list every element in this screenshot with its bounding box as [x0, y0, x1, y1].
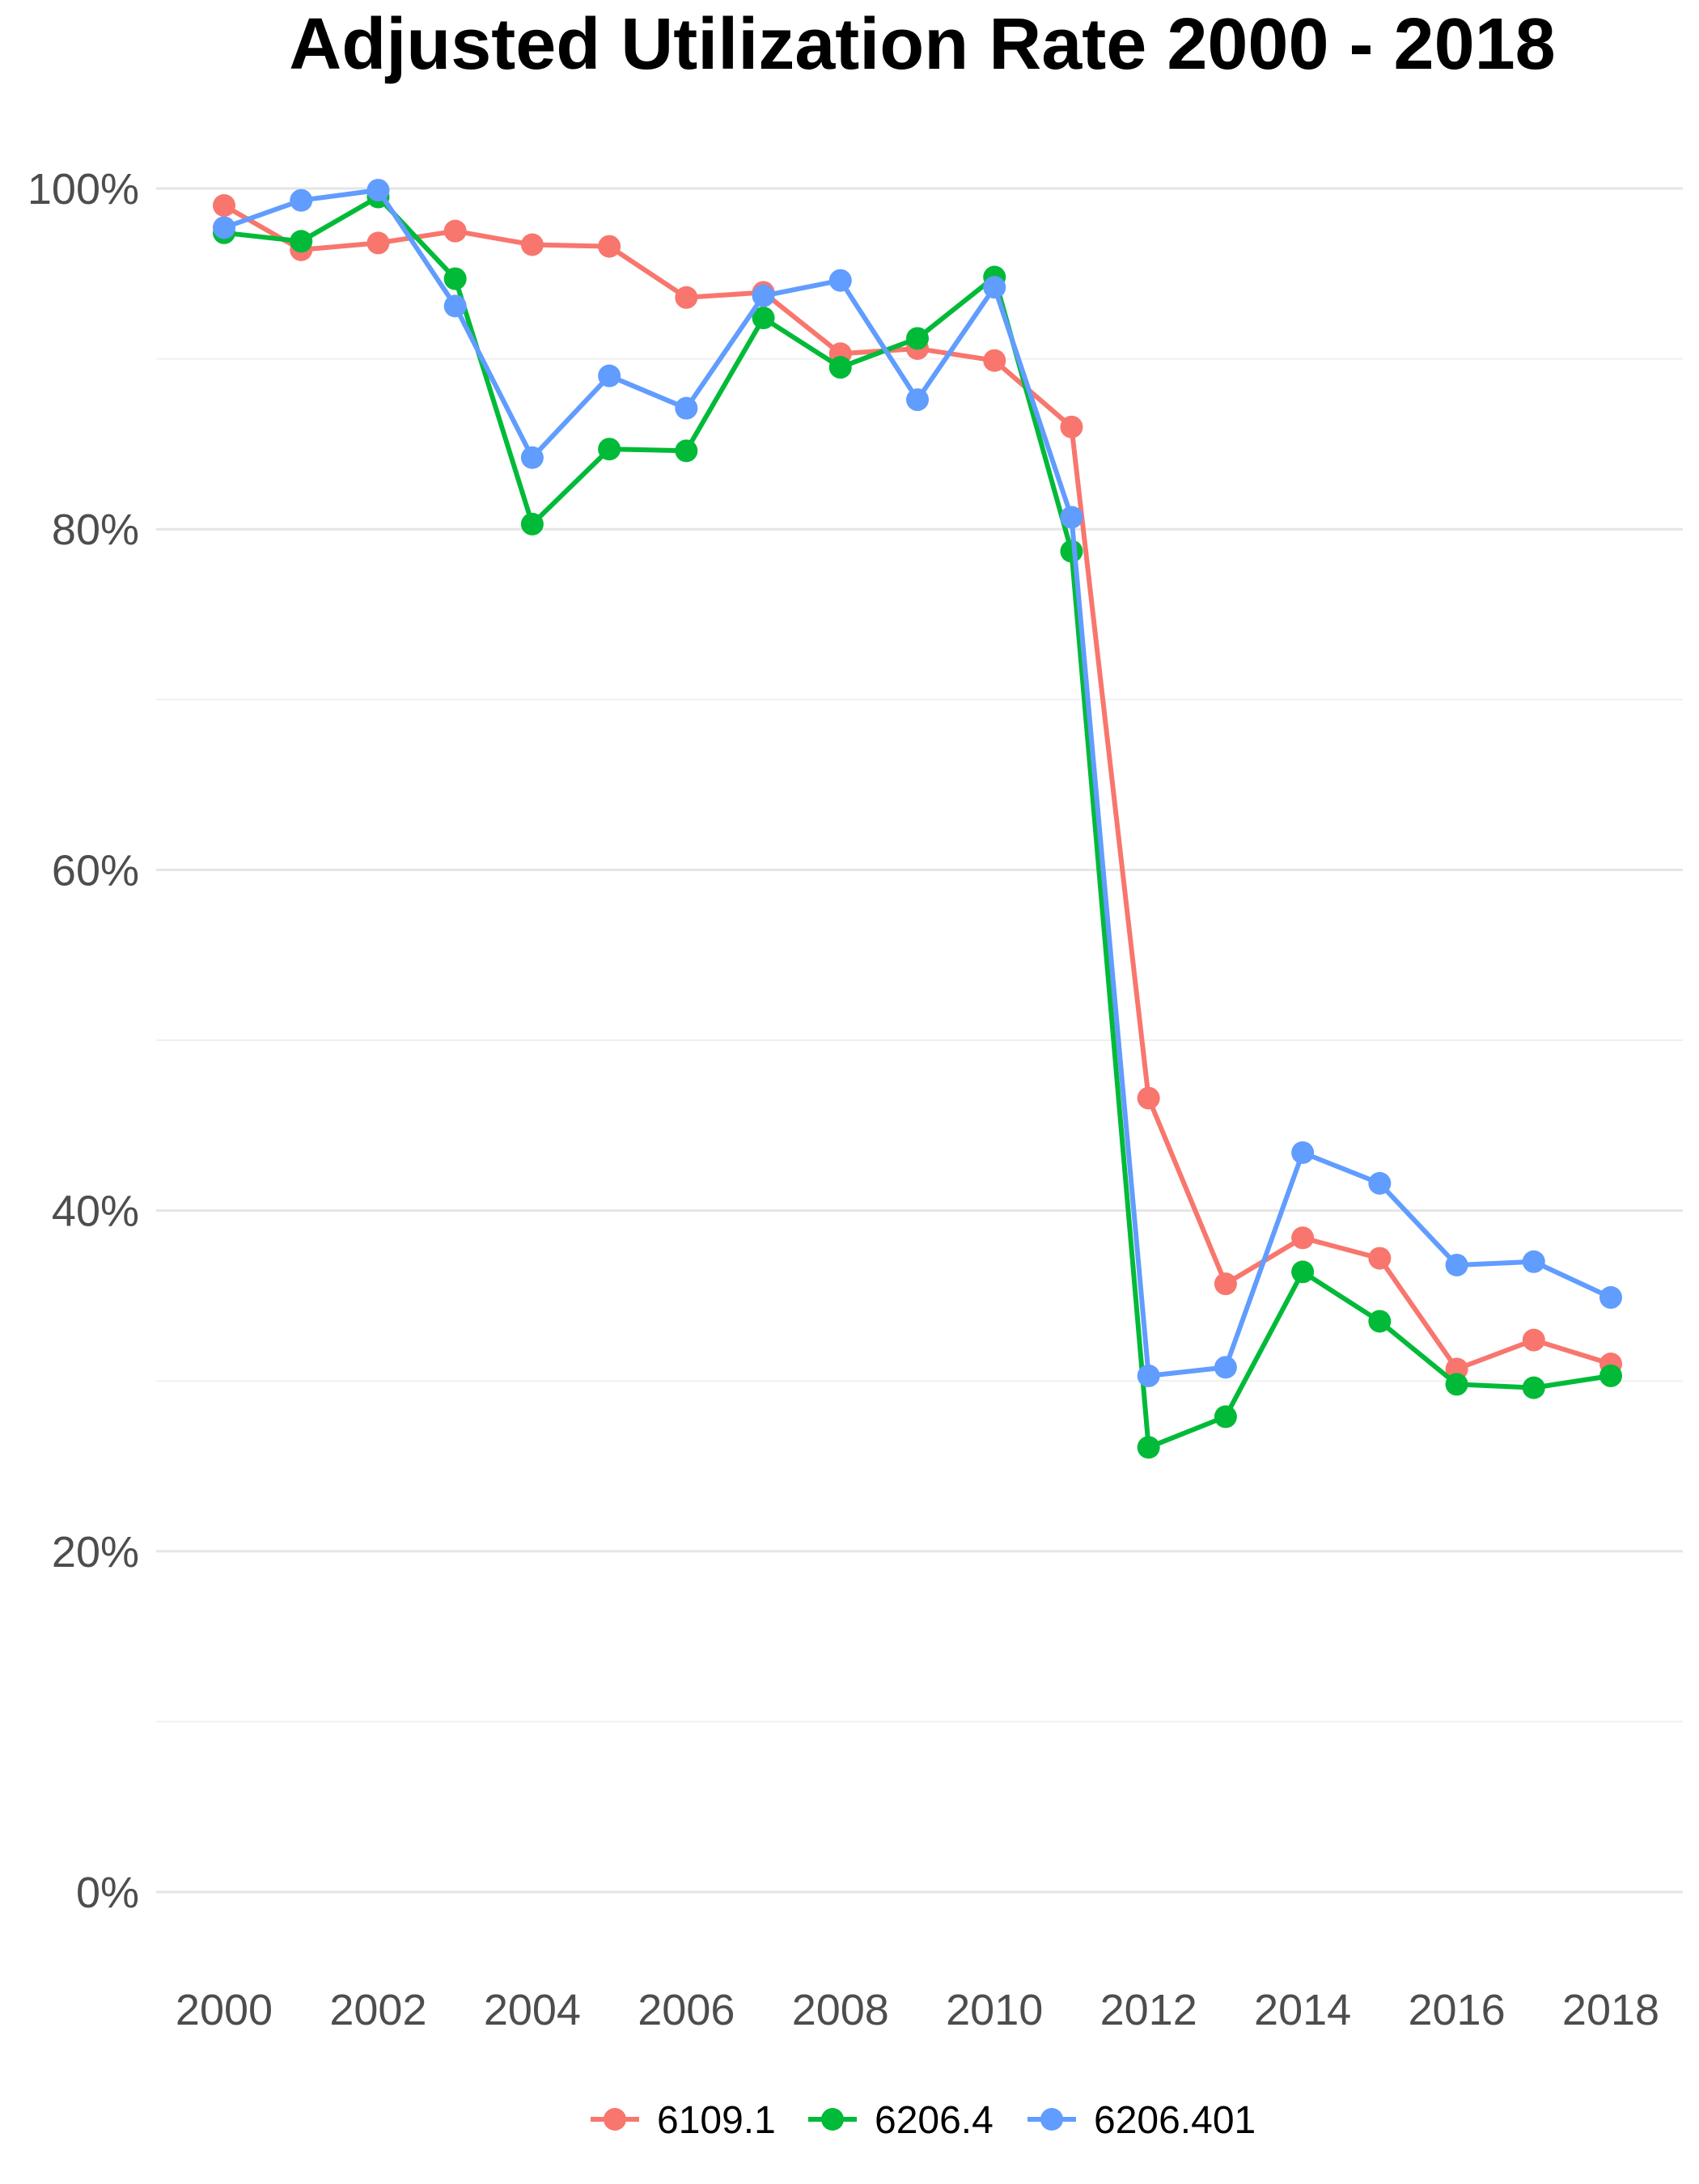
data-point	[983, 276, 1006, 299]
x-tick-label: 2006	[638, 1986, 735, 2034]
legend-label: 6206.4	[875, 2099, 994, 2142]
data-point	[1445, 1253, 1468, 1276]
data-point	[752, 284, 775, 307]
series-line	[222, 194, 1613, 1450]
legend-label: 6109.1	[657, 2099, 776, 2142]
x-tick-label: 2014	[1254, 1986, 1351, 2034]
data-point	[1599, 1364, 1622, 1387]
data-point	[828, 269, 852, 292]
series-group	[213, 179, 1622, 1459]
data-point	[1368, 1171, 1392, 1195]
series-line	[222, 188, 1613, 1378]
data-point	[1522, 1376, 1545, 1399]
data-point	[1522, 1250, 1545, 1273]
y-tick-label: 0%	[76, 1869, 139, 1917]
data-point	[1214, 1356, 1237, 1379]
y-tick-label: 20%	[52, 1528, 139, 1577]
data-point	[1599, 1286, 1622, 1310]
legend: 6109.1 6206.4 6206.401	[591, 2099, 1256, 2142]
data-point	[675, 439, 698, 463]
data-point	[366, 231, 390, 255]
data-point	[983, 349, 1006, 372]
legend-item: 6206.4	[808, 2099, 994, 2142]
data-point	[675, 286, 698, 309]
y-tick-label: 60%	[52, 846, 139, 895]
x-tick-label: 2016	[1408, 1986, 1505, 2034]
series-6109-1	[213, 194, 1622, 1381]
data-point	[1060, 506, 1083, 529]
data-point	[520, 446, 544, 469]
data-point	[598, 235, 621, 258]
x-tick-label: 2018	[1562, 1986, 1659, 2034]
data-point	[213, 194, 235, 218]
data-point	[290, 188, 313, 212]
data-point	[366, 179, 390, 202]
x-tick-label: 2002	[329, 1986, 426, 2034]
data-point	[1214, 1272, 1237, 1296]
data-point	[1368, 1310, 1392, 1333]
x-tick-label: 2012	[1100, 1986, 1197, 2034]
legend-key-point	[604, 2108, 626, 2131]
data-point	[1291, 1226, 1315, 1250]
data-point	[1291, 1260, 1315, 1284]
data-point	[598, 364, 621, 387]
x-tick-label: 2010	[946, 1986, 1043, 2034]
data-point	[1291, 1141, 1315, 1164]
data-point	[1214, 1405, 1237, 1428]
x-tick-label: 2004	[484, 1986, 581, 2034]
data-point	[828, 356, 852, 379]
data-point	[1368, 1246, 1392, 1270]
data-point	[1522, 1328, 1545, 1352]
series-line	[222, 203, 1613, 1372]
chart-title: Adjusted Utilization Rate 2000 - 2018	[289, 4, 1555, 85]
legend-item: 6206.401	[1027, 2099, 1256, 2142]
data-point	[520, 512, 544, 535]
data-point	[1137, 1086, 1160, 1110]
series-6206-4	[213, 185, 1622, 1459]
x-tick-label: 2000	[176, 1986, 273, 2034]
data-point	[443, 219, 467, 243]
data-point	[1137, 1436, 1160, 1459]
legend-key-point	[1040, 2108, 1063, 2131]
y-tick-label: 100%	[28, 165, 139, 214]
data-point	[1445, 1373, 1468, 1396]
data-point	[290, 230, 313, 253]
grid-lines	[156, 187, 1683, 1894]
series-6206-401	[213, 179, 1622, 1387]
data-point	[443, 294, 467, 318]
legend-label: 6206.401	[1094, 2099, 1256, 2142]
data-point	[213, 216, 235, 239]
data-point	[1137, 1364, 1160, 1387]
x-axis: 2000 2002 2004 2006 2008 2010 2012 2014 2016 2018	[176, 1986, 1659, 2034]
y-tick-label: 40%	[52, 1187, 139, 1236]
data-point	[443, 267, 467, 290]
data-point	[675, 396, 698, 420]
x-tick-label: 2008	[792, 1986, 889, 2034]
data-point	[1060, 415, 1083, 438]
data-point	[906, 388, 929, 412]
data-point	[520, 233, 544, 256]
y-tick-label: 80%	[52, 506, 139, 554]
data-point	[598, 438, 621, 461]
legend-key-point	[821, 2108, 844, 2131]
data-point	[752, 307, 775, 330]
y-axis: 0% 20% 40% 60% 80% 100%	[28, 165, 139, 1917]
legend-item: 6109.1	[591, 2099, 776, 2142]
data-point	[906, 327, 929, 350]
